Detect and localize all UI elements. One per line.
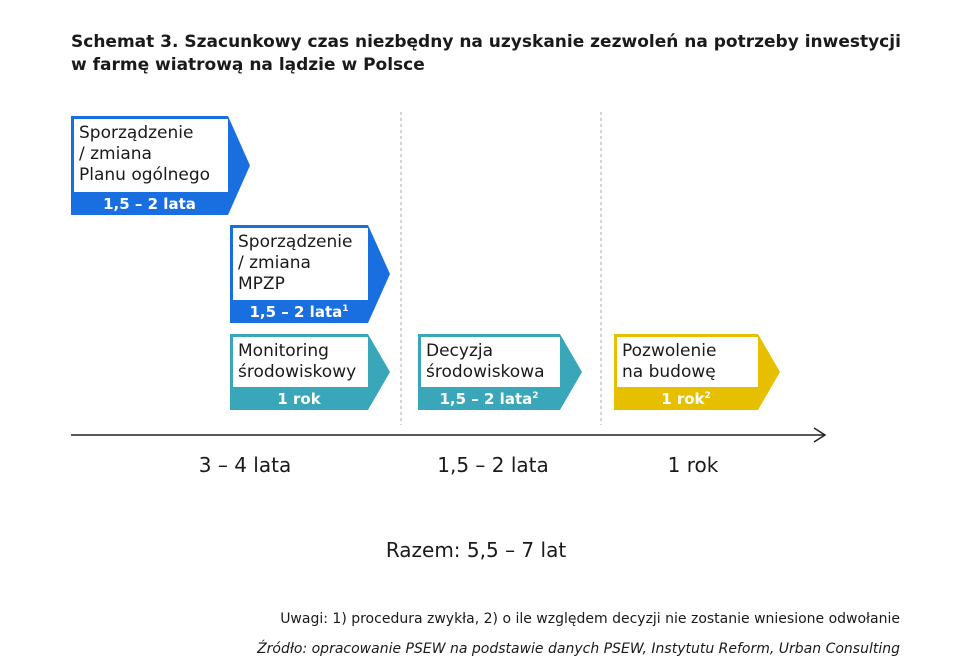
box-label: środowiskowy [238,362,356,382]
box-label: MPZP [238,274,285,294]
timeline-arrow [813,427,827,443]
box-duration: 1,5 – 2 lata2 [440,390,539,408]
box-duration: 1,5 – 2 lata1 [250,303,349,321]
footnote-mark: 1 [342,304,348,314]
box-label: Sporządzenie [238,232,352,252]
title: Schemat 3. Szacunkowy czas niezbędny na … [71,32,901,52]
total: Razem: 5,5 – 7 lat [386,538,567,562]
duration-text: 1,5 – 2 lata [103,195,196,213]
box-label: na budowę [622,362,716,382]
footnote-mark: 2 [705,391,711,401]
box-label: / zmiana [79,144,152,164]
duration-text: 1 rok [661,390,705,408]
source: Źródło: opracowanie PSEW na podstawie da… [256,639,900,657]
box-label: Decyzja [426,341,493,361]
box-body [421,337,560,387]
box-label: Pozwolenie [622,341,716,361]
box-body [74,119,228,192]
box-body [233,337,368,387]
period: 1,5 – 2 lata [437,453,549,477]
box-body [617,337,758,387]
box-duration: 1 rok [277,390,321,408]
period: 1 rok [668,453,719,477]
box-label: Sporządzenie [79,123,193,143]
duration-text: 1 rok [277,390,321,408]
box-duration: 1 rok2 [661,390,711,408]
box-label: środowiskowa [426,362,545,382]
footnote-mark: 2 [532,391,538,401]
box-label: / zmiana [238,253,311,273]
period: 3 – 4 lata [199,453,291,477]
box-label: Planu ogólnego [79,165,210,185]
duration-text: 1,5 – 2 lata [440,390,533,408]
title: w farmę wiatrową na lądzie w Polsce [71,55,425,75]
box-duration: 1,5 – 2 lata [103,195,196,213]
notes: Uwagi: 1) procedura zwykła, 2) o ile wzg… [280,611,900,627]
box-body [233,228,368,300]
box-label: Monitoring [238,341,329,361]
duration-text: 1,5 – 2 lata [250,303,343,321]
